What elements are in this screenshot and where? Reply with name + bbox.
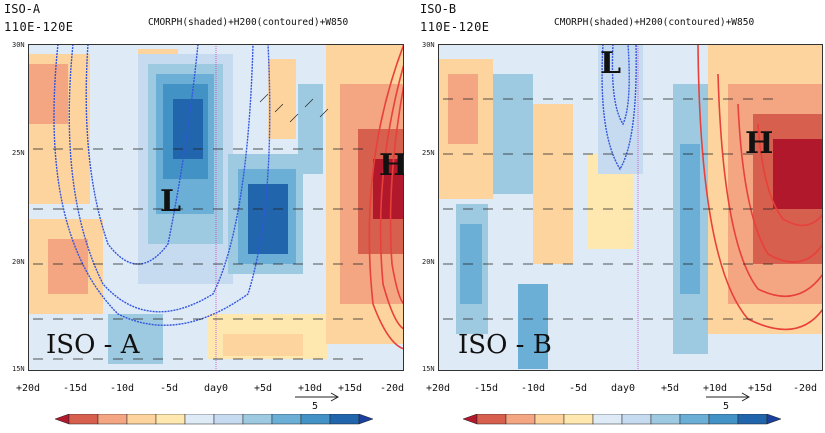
reference-vector-arrow [295, 392, 339, 402]
xtick: day0 [610, 383, 636, 394]
xtick: +10d [297, 383, 323, 394]
xtick: -15d [62, 383, 88, 394]
high-marker: H [379, 148, 404, 183]
reference-vector-label: 5 [312, 401, 319, 412]
reference-vector-label: 5 [723, 401, 730, 412]
xtick: +15d [337, 383, 363, 394]
high-marker: H [745, 126, 774, 161]
colorbar [55, 414, 375, 428]
panel-region: 110E-120E [4, 20, 74, 34]
panel-header: CMORPH(shaded)+H200(contoured)+W850 [148, 17, 349, 28]
ytick: 15N [12, 365, 25, 373]
ytick: 20N [12, 258, 25, 266]
reference-vector-arrow [706, 392, 750, 402]
low-marker: L [160, 184, 182, 219]
hovmoller-plot: L H ISO - A [28, 44, 404, 371]
panel-region: 110E-120E [420, 20, 490, 34]
panel-iso-a: ISO-A 110E-120E CMORPH(shaded)+H200(cont… [0, 0, 410, 433]
xtick: +20d [15, 383, 41, 394]
low-marker: L [600, 46, 622, 81]
ytick: 30N [422, 41, 435, 49]
iso-label: ISO - A [46, 330, 140, 360]
xtick: +20d [425, 383, 451, 394]
xtick: -10d [109, 383, 135, 394]
ytick: 25N [422, 149, 435, 157]
panel-title: ISO-A [4, 2, 41, 16]
ytick: 20N [422, 258, 435, 266]
xtick: -20d [379, 383, 405, 394]
hovmoller-plot: L H ISO - B [438, 44, 823, 371]
xtick: -5d [159, 383, 179, 394]
panel-title: ISO-B [420, 2, 457, 16]
xtick: +15d [747, 383, 773, 394]
ytick: 15N [422, 365, 435, 373]
ytick: 25N [12, 149, 25, 157]
xtick: +10d [702, 383, 728, 394]
colorbar [463, 414, 783, 428]
xtick: +5d [660, 383, 680, 394]
xtick: day0 [203, 383, 229, 394]
ytick: 30N [12, 41, 25, 49]
xtick: -10d [520, 383, 546, 394]
panel-header: CMORPH(shaded)+H200(contoured)+W850 [554, 17, 755, 28]
xtick: -5d [568, 383, 588, 394]
xtick: -15d [473, 383, 499, 394]
iso-label: ISO - B [458, 330, 552, 360]
shaded-field [438, 44, 823, 371]
xtick: -20d [792, 383, 818, 394]
panel-iso-b: ISO-B 110E-120E CMORPH(shaded)+H200(cont… [418, 0, 825, 433]
shaded-field [28, 44, 404, 371]
xtick: +5d [253, 383, 273, 394]
